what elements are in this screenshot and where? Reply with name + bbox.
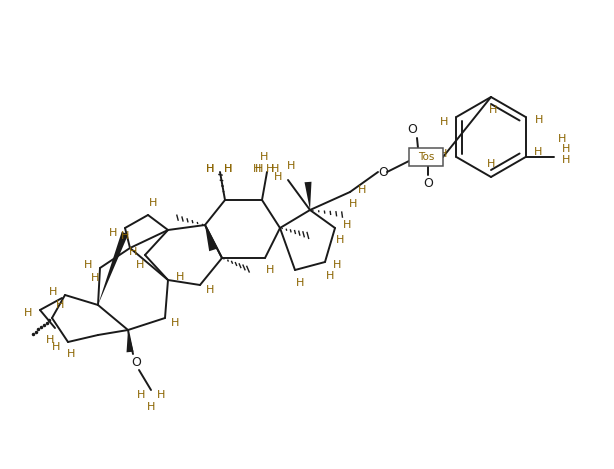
Text: H: H	[109, 228, 117, 238]
Text: H: H	[46, 335, 54, 345]
Text: H: H	[534, 115, 543, 125]
Text: H: H	[534, 147, 542, 157]
Text: H: H	[266, 265, 274, 275]
Text: H: H	[129, 247, 137, 257]
Text: H: H	[206, 164, 214, 174]
Text: O: O	[378, 166, 388, 179]
Text: H: H	[136, 260, 144, 270]
Text: H: H	[149, 198, 157, 208]
Text: H: H	[52, 342, 60, 352]
Text: H: H	[326, 271, 334, 281]
Text: Tos: Tos	[418, 152, 434, 162]
Text: O: O	[407, 122, 417, 136]
Text: H: H	[224, 164, 232, 174]
Polygon shape	[205, 225, 217, 251]
Text: H: H	[157, 390, 165, 400]
Text: H: H	[440, 117, 449, 127]
Text: H: H	[561, 144, 570, 154]
Text: H: H	[91, 273, 99, 283]
Text: H: H	[171, 318, 179, 328]
Text: H: H	[439, 149, 448, 159]
Text: H: H	[147, 402, 155, 412]
Text: H: H	[558, 134, 566, 144]
Text: H: H	[336, 235, 344, 245]
Text: H: H	[287, 161, 295, 171]
Text: H: H	[56, 300, 64, 310]
Text: H: H	[24, 308, 32, 318]
Text: H: H	[274, 172, 282, 182]
Text: H: H	[343, 220, 351, 230]
Text: H: H	[206, 285, 214, 295]
Text: H: H	[358, 185, 366, 195]
Text: H: H	[84, 260, 92, 270]
Polygon shape	[98, 232, 128, 305]
Text: H: H	[49, 287, 57, 297]
Polygon shape	[305, 182, 311, 210]
Text: H: H	[121, 231, 129, 241]
Polygon shape	[126, 330, 133, 352]
Text: H: H	[260, 152, 268, 162]
Text: H: H	[67, 349, 75, 359]
Text: H: H	[224, 164, 232, 174]
FancyBboxPatch shape	[409, 148, 443, 166]
Text: H: H	[296, 278, 304, 288]
Text: H: H	[349, 199, 357, 209]
Text: H: H	[137, 390, 145, 400]
Text: H: H	[489, 105, 497, 115]
Text: H: H	[255, 164, 263, 174]
Text: O: O	[423, 176, 433, 189]
Text: H: H	[176, 272, 184, 282]
Text: H: H	[266, 164, 274, 174]
Text: O: O	[131, 356, 141, 369]
Text: H: H	[333, 260, 341, 270]
Text: H: H	[253, 164, 261, 174]
Text: H: H	[271, 164, 279, 174]
Text: H: H	[561, 155, 570, 165]
Text: H: H	[487, 159, 495, 169]
Text: H: H	[206, 164, 214, 174]
